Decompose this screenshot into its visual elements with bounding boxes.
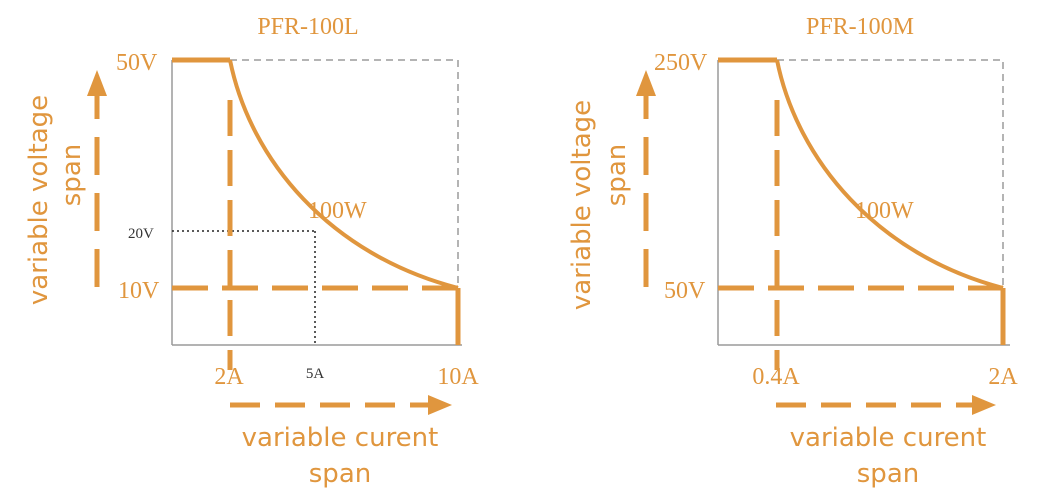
curve-label: 100W [308,198,367,224]
y-tick-label: 250V [654,50,708,76]
x-span-arrowhead [972,395,996,415]
curve-label: 100W [855,198,914,224]
power-curve [228,59,459,290]
x-tick-label: 2A [988,364,1018,390]
power-curve [775,59,1004,290]
x-axis-label-line1: variable curent [242,423,439,453]
x-axis-label-line1: variable curent [790,423,987,453]
y-axis-label-line2: span [57,144,87,206]
chart-title: PFR-100M [806,14,914,40]
y-span-arrowhead [636,70,656,96]
x-tick-label: 0.4A [752,364,800,390]
max-range-outline [230,59,459,288]
y-axis-label-line2: span [602,144,632,206]
x-axis-label-line2: span [309,459,371,489]
x-tick-label: 10A [437,364,479,390]
x-span-arrowhead [428,395,452,415]
y-tick-label: 50V [116,50,158,76]
y-span-arrowhead [87,70,107,96]
chart-title: PFR-100L [257,14,358,40]
max-range-outline [777,59,1004,288]
chart-pfr-100m: PFR-100M 100W 250V 50V 0.4A 2A variable … [567,14,1018,489]
y-axis-label-line1: variable voltage [567,100,597,310]
x-tick-label: 2A [214,364,244,390]
chart-pfr-100l: PFR-100L 100W 50V 20V 10V 2A 5A 10A [24,14,479,489]
x-tick-label: 5A [306,366,325,382]
y-tick-label: 10V [118,278,160,304]
y-tick-label: 50V [664,278,706,304]
x-axis-label-line2: span [857,459,919,489]
y-axis-label-line1: variable voltage [24,95,54,305]
y-tick-label: 20V [128,226,154,242]
